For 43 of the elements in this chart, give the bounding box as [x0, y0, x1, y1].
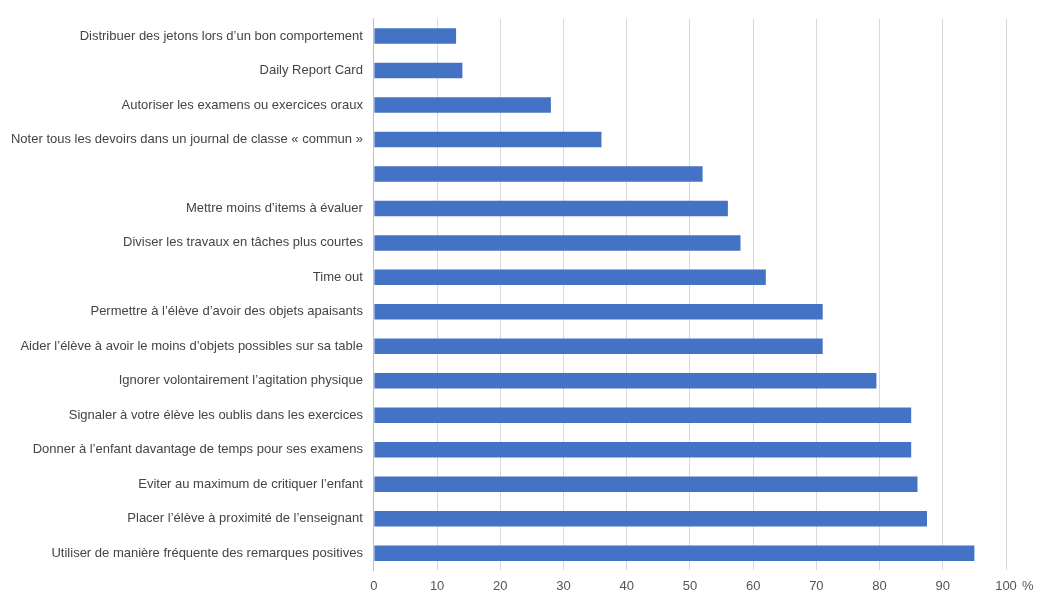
x-tick-label: 0 [370, 577, 378, 593]
y-tick-label: Distribuer des jetons lors d’un bon comportement [79, 27, 364, 43]
bar [374, 304, 823, 320]
y-tick-label: Utiliser de manière fréquente des remarques positives [51, 544, 364, 560]
bar [374, 200, 728, 217]
bar [374, 166, 703, 182]
y-tick-label: Noter tous les devoirs dans un journal de classe « commun » [10, 131, 363, 147]
x-tick-label: 60 [745, 577, 761, 593]
x-axis-title: % [1022, 577, 1034, 593]
x-tick-label: 20 [493, 577, 508, 593]
y-tick-label: Eviter au maximum de critiquer l’enfant [138, 475, 364, 491]
bar [374, 131, 602, 148]
y-tick-label: Autoriser les examens ou exercices oraux [121, 96, 364, 112]
bar [374, 338, 823, 355]
x-tick-label: 90 [935, 577, 951, 593]
bar [374, 235, 741, 251]
x-tick-label: 80 [872, 577, 887, 593]
x-tick-label: 50 [682, 577, 698, 593]
bar [374, 441, 912, 458]
bar [374, 407, 912, 424]
bar [374, 545, 975, 561]
bar [374, 97, 551, 113]
y-tick-label: Diviser les travaux en tâches plus courtes [123, 234, 364, 250]
x-tick-label: 10 [429, 577, 445, 593]
x-tick-label: 40 [619, 577, 634, 593]
y-tick-label: Daily Report Card [259, 62, 363, 78]
bar [374, 269, 766, 286]
bar [374, 510, 927, 527]
y-tick-label: Donner à l’enfant davantage de temps pour ses examens [32, 441, 364, 457]
y-tick-label: Time out [312, 268, 364, 284]
bar [374, 28, 457, 44]
y-tick-label: Ignorer volontairement l’agitation physique [118, 372, 363, 388]
bar [374, 62, 463, 79]
y-tick-label: Aider l’élève à avoir le moins d’objets possibles sur sa table [20, 337, 363, 353]
x-tick-label: 70 [809, 577, 824, 593]
y-tick-label: Mettre moins d’items à évaluer [185, 199, 364, 215]
x-tick-label: 100 [995, 577, 1017, 593]
bar [374, 476, 918, 492]
y-tick-label: Permettre à l’élève d’avoir des objets apaisants [90, 303, 364, 319]
y-tick-label: Signaler à votre élève les oublis dans les exercices [68, 406, 364, 422]
y-tick-label: Placer l’élève à proximité de l’enseignant [127, 510, 364, 526]
x-tick-label: 30 [556, 577, 571, 593]
bar [374, 373, 877, 389]
